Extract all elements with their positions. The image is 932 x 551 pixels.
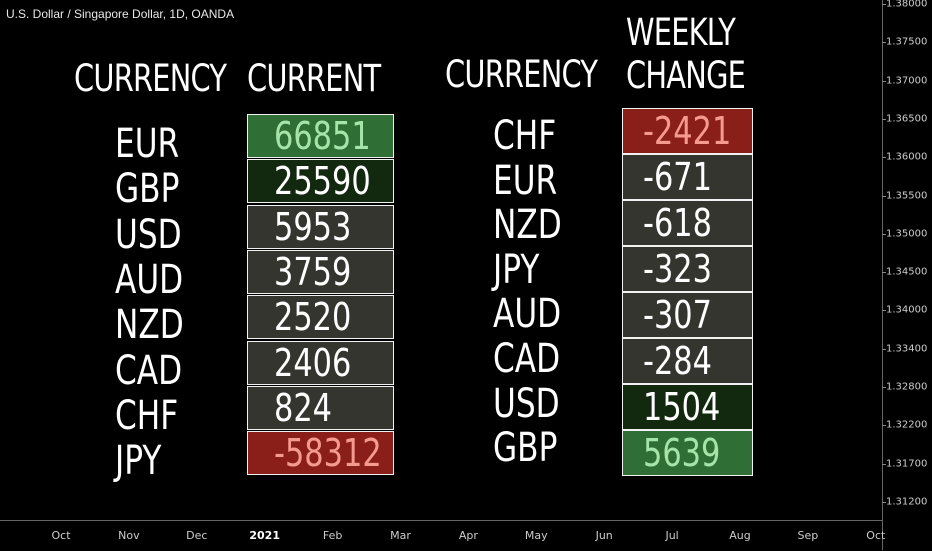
table2-weekly-header-line1: WEEKLY [626,11,736,54]
cell-value: 1504 [643,385,721,429]
cell-value: 66851 [274,114,371,158]
price-tick-mark [882,118,886,120]
time-tick-label: Oct [866,529,886,542]
table2-weekly-header-line2: CHANGE [626,54,746,97]
currency-label: EUR [493,157,558,204]
price-tick-mark [882,80,886,82]
value-cell: 5953 [247,204,394,249]
time-tick-label: Aug [729,529,751,542]
value-cell: -323 [622,246,753,292]
value-cell: 3759 [247,249,394,294]
currency-label: USD [115,211,182,258]
time-tick-label: Jul [665,529,679,542]
cell-value: -671 [643,155,712,199]
value-cell: -307 [622,292,753,338]
time-tick-label: Nov [118,529,140,542]
value-cell: 5639 [622,430,753,476]
cell-value: 25590 [274,159,371,204]
value-cell: 25590 [247,159,394,204]
price-axis[interactable] [882,0,932,550]
currency-label: JPY [493,246,540,293]
currency-label: USD [493,380,560,427]
price-tick-mark [882,233,886,235]
currency-label: CAD [493,336,561,382]
time-tick-label: Feb [322,529,343,542]
time-tick-label: Apr [458,529,478,542]
price-tick-mark [882,195,886,197]
cell-value: -323 [643,247,712,291]
time-tick-label: Mar [390,529,411,542]
price-tick-label: 1.34500 [886,266,928,278]
value-cell: -58312 [247,431,394,476]
cell-value: -58312 [274,431,382,476]
cell-value: 2406 [274,340,352,385]
price-tick-mark [882,157,886,159]
currency-label: GBP [115,166,180,213]
time-tick-label: Sep [797,529,819,542]
price-tick-label: 1.37500 [886,36,928,48]
time-tick-label: Jun [595,529,613,542]
value-cell: 2520 [247,295,394,340]
cell-value: -2421 [643,109,732,153]
price-tick-label: 1.35500 [886,190,928,201]
currency-label: AUD [493,291,562,338]
value-cell: 1504 [622,384,753,430]
price-tick-mark [882,425,886,427]
price-tick-label: 1.37000 [886,75,928,87]
cell-value: 5639 [643,431,721,475]
price-tick-mark [882,501,886,503]
currency-label: NZD [115,302,184,349]
price-tick-label: 1.31200 [886,496,928,508]
price-tick-mark [882,348,886,350]
currency-label: EUR [115,121,180,167]
currency-label: CHF [115,392,179,439]
cell-value: -307 [643,293,712,337]
currency-label: CAD [115,347,183,394]
value-cell: -284 [622,338,753,384]
cell-value: 824 [274,385,333,430]
price-tick-label: 1.35000 [886,228,928,240]
cell-value: 5953 [274,204,352,249]
value-cell: 66851 [247,114,394,158]
price-tick-mark [882,387,886,388]
price-tick-mark [882,272,886,274]
currency-label: JPY [115,438,162,485]
price-tick-label: 1.32200 [886,419,928,431]
value-cell: -2421 [622,108,753,154]
price-tick-label: 1.34000 [886,304,928,316]
cell-value: 3759 [274,249,352,294]
value-cell: -618 [622,200,753,246]
price-tick-mark [882,310,886,312]
currency-label: CHF [493,113,557,159]
price-tick-label: 1.31700 [886,458,928,470]
price-tick-label: 1.36000 [886,151,928,163]
cell-value: 2520 [274,295,352,340]
price-tick-label: 1.38000 [886,0,928,10]
time-axis[interactable] [0,520,882,551]
cell-value: -618 [643,201,712,245]
value-cell: 824 [247,385,394,430]
currency-label: GBP [493,425,558,472]
value-cell: -671 [622,154,753,200]
price-tick-label: 1.32800 [886,381,928,393]
price-tick-mark [882,4,886,5]
table2-currency-header: CURRENCY [445,53,598,96]
currency-label: NZD [493,202,562,249]
time-tick-label: Oct [51,529,71,542]
table1-current-header: CURRENT [247,57,381,100]
price-tick-mark [882,42,886,44]
time-tick-label: Dec [186,529,208,542]
price-tick-label: 1.36500 [886,113,928,125]
price-tick-label: 1.33400 [886,343,928,355]
symbol-title: U.S. Dollar / Singapore Dollar, 1D, OAND… [6,7,235,21]
currency-label: AUD [115,256,184,303]
price-tick-mark [882,463,886,465]
table1-currency-header: CURRENCY [74,57,227,100]
time-tick-label: 2021 [249,529,280,542]
value-cell: 2406 [247,340,394,385]
cell-value: -284 [643,339,712,383]
time-tick-label: May [524,529,548,542]
